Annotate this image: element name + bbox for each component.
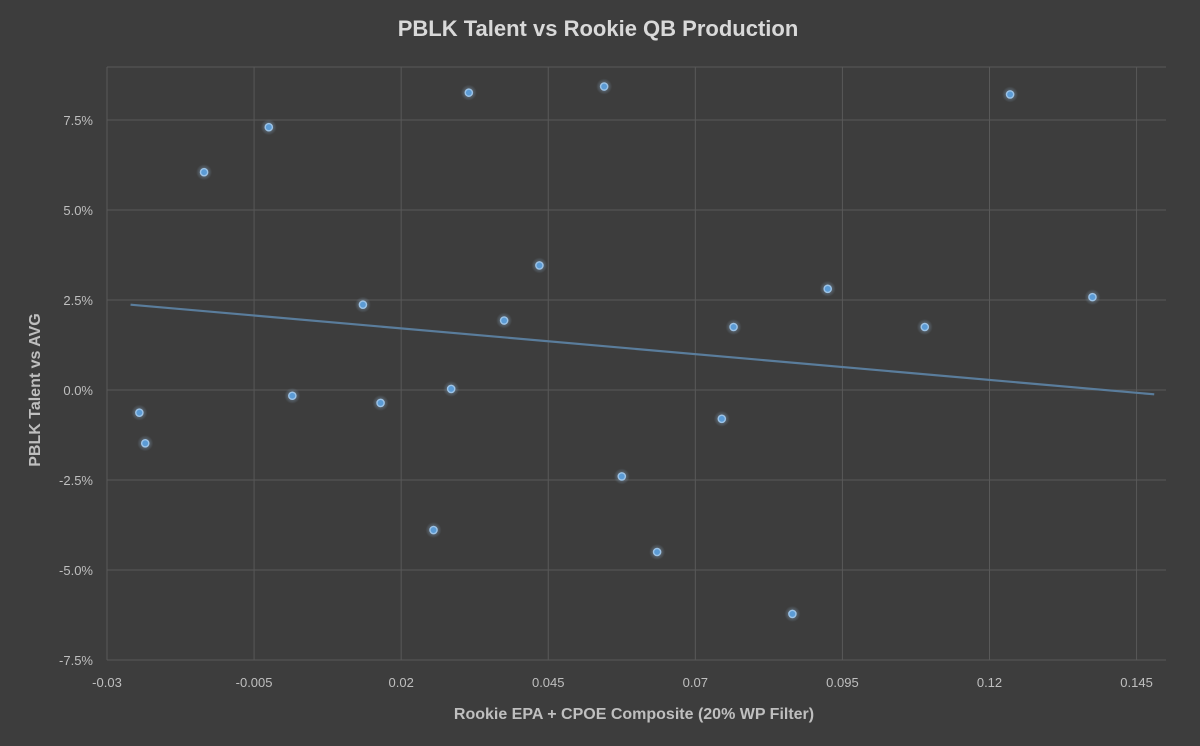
trendline <box>130 303 1155 396</box>
data-point <box>713 410 730 427</box>
data-point <box>496 312 513 329</box>
data-point <box>1084 289 1101 306</box>
y-axis-label: PBLK Talent vs AVG <box>27 313 44 467</box>
data-point <box>196 164 213 181</box>
y-tick-label: -5.0% <box>59 563 93 578</box>
x-tick-label: 0.07 <box>683 675 708 690</box>
data-point <box>425 522 442 539</box>
tick-labels: -7.5% -5.0% -2.5% 0.0% 2.5% 5.0% 7.5% -0.03 -0.0… <box>59 113 1153 690</box>
data-point <box>613 468 630 485</box>
y-tick-label: 2.5% <box>63 293 93 308</box>
x-tick-label: 0.095 <box>826 675 859 690</box>
y-tick-label: 0.0% <box>63 383 93 398</box>
data-point <box>596 78 613 95</box>
data-point <box>1002 86 1019 103</box>
x-tick-label: 0.12 <box>977 675 1002 690</box>
y-tick-label: 5.0% <box>63 203 93 218</box>
data-point <box>131 404 148 421</box>
x-axis-label: Rookie EPA + CPOE Composite (20% WP Filt… <box>454 706 814 723</box>
data-point <box>354 296 371 313</box>
y-tick-label: -2.5% <box>59 473 93 488</box>
data-point <box>260 119 277 136</box>
data-point <box>137 435 154 452</box>
data-point <box>460 84 477 101</box>
x-tick-label: -0.03 <box>92 675 122 690</box>
data-point <box>725 319 742 335</box>
data-point <box>284 387 301 404</box>
data-point <box>443 380 460 397</box>
data-point <box>531 257 548 274</box>
trendline-layer <box>130 303 1155 396</box>
y-tick-label: -7.5% <box>59 653 93 668</box>
x-tick-label: 0.02 <box>389 675 414 690</box>
x-tick-label: 0.145 <box>1120 675 1153 690</box>
chart-title: PBLK Talent vs Rookie QB Production <box>398 16 799 41</box>
gridlines <box>106 66 1166 661</box>
x-tick-label: 0.045 <box>532 675 565 690</box>
data-point <box>372 394 389 411</box>
x-tick-label: -0.005 <box>236 675 273 690</box>
data-point <box>649 544 666 560</box>
data-point <box>819 280 836 297</box>
data-points <box>131 78 1101 622</box>
data-point <box>784 605 801 622</box>
y-tick-label: 7.5% <box>63 113 93 128</box>
data-point <box>916 319 933 335</box>
